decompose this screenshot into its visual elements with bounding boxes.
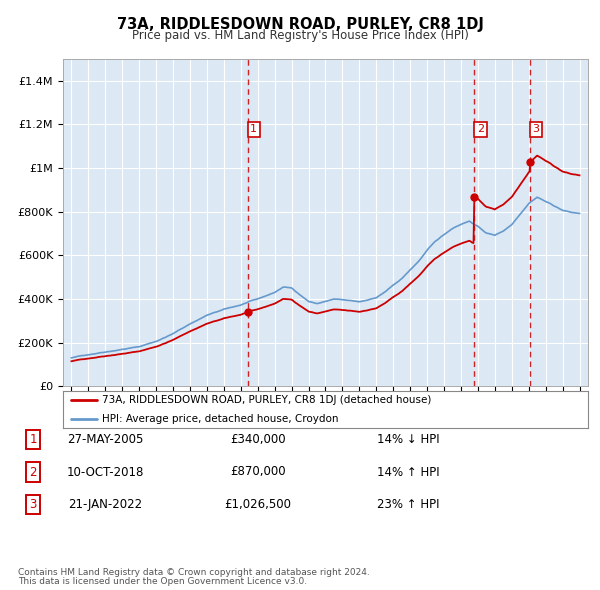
Text: £1,026,500: £1,026,500 (224, 498, 292, 511)
Text: 23% ↑ HPI: 23% ↑ HPI (377, 498, 439, 511)
Text: 2: 2 (477, 124, 484, 135)
Text: £340,000: £340,000 (230, 433, 286, 446)
Text: 3: 3 (532, 124, 539, 135)
Text: 14% ↑ HPI: 14% ↑ HPI (377, 466, 439, 478)
Text: 21-JAN-2022: 21-JAN-2022 (68, 498, 142, 511)
Text: 1: 1 (250, 124, 257, 135)
Text: 73A, RIDDLESDOWN ROAD, PURLEY, CR8 1DJ (detached house): 73A, RIDDLESDOWN ROAD, PURLEY, CR8 1DJ (… (103, 395, 432, 405)
Text: HPI: Average price, detached house, Croydon: HPI: Average price, detached house, Croy… (103, 414, 339, 424)
Text: 2: 2 (29, 466, 37, 478)
Text: Price paid vs. HM Land Registry's House Price Index (HPI): Price paid vs. HM Land Registry's House … (131, 30, 469, 42)
Text: 1: 1 (29, 433, 37, 446)
Text: 27-MAY-2005: 27-MAY-2005 (67, 433, 143, 446)
Text: Contains HM Land Registry data © Crown copyright and database right 2024.: Contains HM Land Registry data © Crown c… (18, 568, 370, 577)
Text: 10-OCT-2018: 10-OCT-2018 (67, 466, 143, 478)
Text: £870,000: £870,000 (230, 466, 286, 478)
Text: 3: 3 (29, 498, 37, 511)
Text: This data is licensed under the Open Government Licence v3.0.: This data is licensed under the Open Gov… (18, 577, 307, 586)
Text: 14% ↓ HPI: 14% ↓ HPI (377, 433, 439, 446)
Text: 73A, RIDDLESDOWN ROAD, PURLEY, CR8 1DJ: 73A, RIDDLESDOWN ROAD, PURLEY, CR8 1DJ (116, 17, 484, 31)
